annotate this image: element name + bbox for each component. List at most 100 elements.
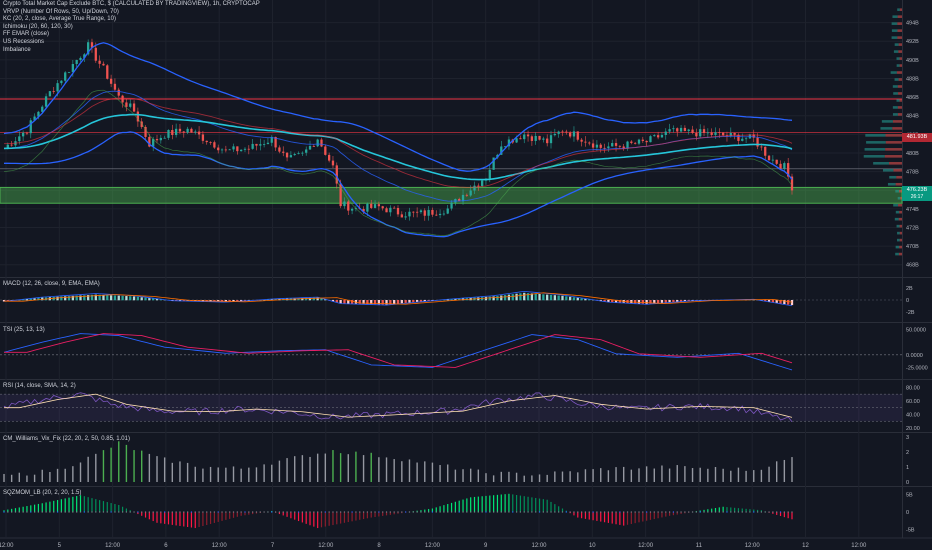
candle-body bbox=[683, 127, 687, 132]
indicator-ichimoku[interactable]: Ichimoku (20, 60, 120, 30) bbox=[3, 23, 73, 30]
candle-body bbox=[232, 146, 235, 150]
indicator-us-recessions[interactable]: US Recessions bbox=[3, 38, 45, 45]
sqz-dot bbox=[489, 511, 491, 513]
sqz-bar bbox=[87, 497, 89, 513]
sqz-dot bbox=[137, 511, 139, 513]
sqz-bar bbox=[581, 512, 583, 519]
candle-body bbox=[113, 83, 117, 90]
sqz-dot bbox=[779, 511, 782, 513]
volume-profile-up bbox=[893, 203, 899, 207]
sqz-bar bbox=[753, 509, 755, 513]
sqz-bar bbox=[167, 512, 170, 525]
candle-body bbox=[102, 63, 105, 66]
candle-body bbox=[285, 152, 289, 158]
candle-body bbox=[236, 146, 239, 152]
macd-bar bbox=[446, 299, 449, 301]
macd-bar bbox=[366, 300, 369, 304]
macd-bar bbox=[526, 293, 530, 301]
rsi-ma-line bbox=[4, 393, 793, 418]
macd-bar bbox=[37, 297, 40, 301]
sqz-bar bbox=[756, 509, 759, 513]
candle-body bbox=[297, 153, 300, 155]
macd-bar bbox=[546, 294, 549, 301]
sqz-bar bbox=[229, 512, 231, 519]
candle-body bbox=[737, 134, 740, 141]
vix-bar bbox=[783, 459, 786, 482]
sqz-bar bbox=[642, 512, 644, 522]
vix-bar bbox=[294, 456, 296, 482]
vix-bar bbox=[110, 447, 112, 482]
sqzmom-legend[interactable]: SQZMOM_LB (20, 2, 20, 1.5) bbox=[3, 490, 82, 496]
candle-body bbox=[64, 72, 67, 81]
vix-bar bbox=[217, 467, 219, 482]
cm-vix-legend[interactable]: CM_Williams_Vix_Fix (22, 20, 2, 50, 0.85… bbox=[3, 436, 130, 442]
sqz-bar bbox=[462, 499, 464, 513]
sqz-bar bbox=[573, 512, 575, 516]
candle-body bbox=[98, 60, 101, 64]
sqz-bar bbox=[703, 509, 705, 513]
tsi-legend[interactable]: TSI (25, 13, 13) bbox=[3, 327, 45, 333]
macd-bar bbox=[389, 300, 392, 305]
indicator-kc[interactable]: KC (20, 2, close, Average True Range, 10… bbox=[3, 16, 116, 23]
rsi-legend[interactable]: RSI (14, close, SMA, 14, 2) bbox=[3, 383, 76, 389]
candle-body bbox=[588, 142, 591, 144]
candle-body bbox=[561, 131, 564, 133]
sqz-bar bbox=[106, 502, 108, 513]
sqz-bar bbox=[351, 512, 353, 522]
candle-body bbox=[163, 137, 166, 139]
candle-body bbox=[83, 54, 86, 58]
vix-bar bbox=[561, 471, 564, 482]
macd-bar bbox=[645, 300, 648, 304]
candle-body bbox=[335, 165, 338, 184]
sqz-dot bbox=[328, 511, 330, 513]
candle-body bbox=[171, 129, 174, 135]
y-tick-label: 472B bbox=[906, 225, 919, 231]
macd-bar bbox=[664, 300, 667, 303]
macd-bar bbox=[767, 300, 771, 302]
indicator-vrvp[interactable]: VRVP (Number Of Rows, 50, Up/Down, 70) bbox=[3, 8, 119, 15]
vix-bar bbox=[156, 456, 158, 482]
sqz-dot bbox=[221, 511, 223, 513]
sqz-bar bbox=[657, 512, 659, 519]
volume-profile-up bbox=[873, 162, 890, 165]
sqz-bar bbox=[623, 512, 625, 526]
sqz-dot bbox=[49, 511, 51, 513]
sqz-dot bbox=[691, 511, 694, 513]
candle-body bbox=[278, 147, 281, 152]
sqz-dot bbox=[730, 511, 732, 513]
macd-legend[interactable]: MACD (12, 26, close, 9, EMA, EMA) bbox=[3, 281, 100, 287]
macd-bar bbox=[117, 295, 120, 301]
candle-body bbox=[595, 144, 599, 148]
sqz-bar bbox=[217, 512, 219, 522]
sqz-bar bbox=[626, 512, 629, 525]
macd-bar bbox=[393, 300, 396, 304]
sqz-bar bbox=[121, 506, 124, 513]
indicator-ff-emar[interactable]: FF EMAR (close) bbox=[3, 31, 50, 38]
sqz-dot bbox=[600, 511, 602, 513]
price-pane[interactable] bbox=[0, 8, 903, 256]
indicator-panes[interactable] bbox=[0, 290, 902, 529]
sqz-bar bbox=[152, 512, 154, 522]
vix-bar bbox=[163, 457, 166, 482]
sqz-dot bbox=[485, 511, 487, 513]
indicator-imbalance[interactable]: Imbalance bbox=[3, 46, 31, 53]
vix-bar bbox=[171, 462, 174, 482]
candle-body bbox=[373, 204, 377, 208]
vix-bar bbox=[577, 472, 579, 482]
vix-bar bbox=[600, 468, 602, 482]
vix-bar bbox=[95, 453, 97, 482]
sqz-dot bbox=[753, 511, 755, 513]
sqz-bar bbox=[355, 512, 357, 521]
sqz-dot bbox=[106, 511, 108, 513]
macd-bar bbox=[106, 295, 109, 301]
vix-bar bbox=[263, 464, 265, 482]
sqz-bar bbox=[393, 512, 395, 515]
sqz-dot bbox=[83, 511, 85, 513]
candle-body bbox=[377, 204, 381, 207]
sqz-tick: 5B bbox=[906, 493, 913, 499]
candle-body bbox=[507, 139, 511, 147]
candle-body bbox=[679, 127, 683, 132]
sqz-bar bbox=[607, 512, 609, 523]
